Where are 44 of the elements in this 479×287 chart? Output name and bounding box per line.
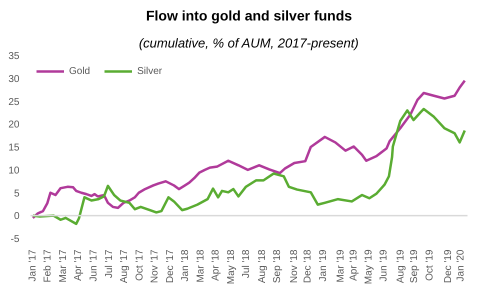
x-tick-label: Apr '19 [348,249,360,281]
x-tick-label: Apr '18 [210,249,222,281]
x-tick-label: Aug '17 [119,249,130,284]
x-tick-label: Aug '18 [256,249,268,284]
x-tick-label: Mar '19 [336,249,347,283]
x-tick-label: Sep '18 [272,249,284,284]
y-tick-label: -5 [10,234,20,245]
x-tick-label: Oct '17 [134,249,146,281]
chart-title: Flow into gold and silver funds [146,8,352,24]
x-tick-label: Feb '17 [42,249,54,283]
y-tick-label: 25 [8,96,20,108]
line-series [32,108,466,226]
x-tick-label: Aug '19 [396,249,407,284]
y-tick-label: 10 [8,165,20,176]
y-tick-label: 15 [8,142,20,154]
x-tick-label: May '19 [364,249,374,284]
chart-subtitle: (cumulative, % of AUM, 2017-present) [138,36,359,50]
x-tick-label: Jun '19 [378,249,390,282]
x-tick-label: Oct '19 [424,249,436,281]
line-series [32,79,466,220]
y-tick-label: 0 [14,211,20,222]
x-tick-label: May '18 [226,249,237,284]
x-tick-label: Dec '18 [302,249,314,284]
x-tick-label: Mar '17 [58,249,69,283]
x-tick-label: Jan '18 [180,249,192,282]
x-tick-label: Nov '17 [150,249,161,284]
x-tick-label: Mar '18 [195,249,206,283]
y-tick-label: 20 [8,120,20,131]
x-tick-label: Jan '20 [455,249,466,282]
x-tick-label: Jan '19 [318,249,329,282]
x-tick-label: Dec '17 [164,249,176,284]
y-tick-label: 30 [8,74,20,85]
legend-label: Gold [69,66,90,76]
x-tick-label: Nov '18 [288,249,300,284]
x-tick-label: Jul '17 [104,249,115,278]
y-tick-label: 35 [8,51,20,62]
x-tick-label: Jul '18 [241,249,252,278]
x-tick-label: Dec '19 [443,249,454,284]
x-tick-label: Sep '19 [409,249,420,284]
x-tick-label: Apr '17 [73,249,84,281]
y-tick-label: 5 [14,188,20,200]
x-tick-label: Jun '17 [88,249,100,282]
x-tick-label: Jan '17 [27,249,38,282]
legend-label: Silver [137,66,162,76]
